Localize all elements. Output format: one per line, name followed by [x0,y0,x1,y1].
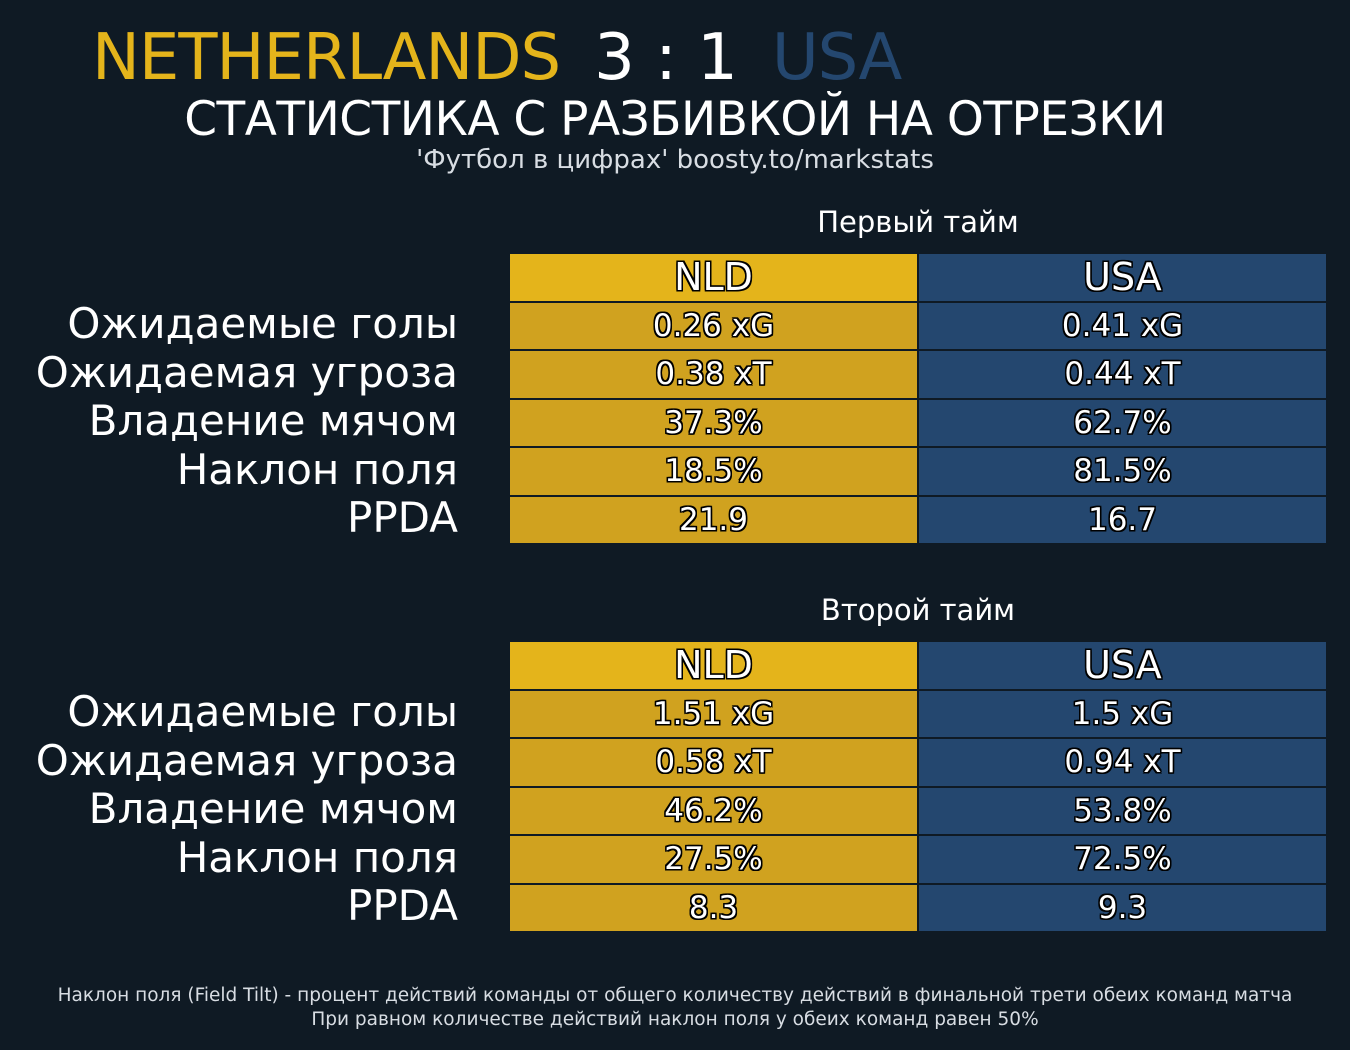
second-half-table: NLD USA 1.51 xG 1.5 xG 0.58 xT 0.94 xT 4… [509,641,1327,932]
table-header-row: NLD USA [509,253,1327,302]
page-subtitle: СТАТИСТИКА С РАЗБИВКОЙ НА ОТРЕЗКИ [184,92,1166,147]
row-label: Ожидаемые голы [67,687,458,736]
table-row: 27.5% 72.5% [509,835,1327,884]
table-row: 21.9 16.7 [509,495,1327,544]
row-label: Наклон поля [176,832,458,882]
home-team-name: NETHERLANDS [92,21,561,95]
table-row: 37.3% 62.7% [509,398,1327,447]
column-header-usa: USA [918,641,1327,690]
away-team-name: USA [771,21,902,95]
row-label: Ожидаемые голы [67,299,458,348]
nld-value-cell: 0.38 xT [509,350,918,399]
table-row: 1.51 xG 1.5 xG [509,689,1327,738]
nld-value-cell: 37.3% [509,398,918,447]
usa-value-cell: 72.5% [918,835,1327,884]
row-label: Владение мячом [88,784,458,833]
second-half-row-labels: Ожидаемые голы Ожидаемая угроза Владение… [0,687,458,931]
match-header: NETHERLANDS 3 : 1 USA [92,21,902,95]
table-header-row: NLD USA [509,641,1327,690]
first-half-title: Первый тайм [817,205,1019,239]
row-label: Ожидаемая угроза [35,735,458,785]
nld-value-cell: 8.3 [509,883,918,932]
usa-value-cell: 81.5% [918,447,1327,496]
column-header-nld: NLD [509,253,918,302]
table-row: 18.5% 81.5% [509,447,1327,496]
usa-value-cell: 0.41 xG [918,301,1327,350]
row-label: Ожидаемая угроза [35,347,458,397]
nld-value-cell: 27.5% [509,835,918,884]
usa-value-cell: 1.5 xG [918,689,1327,738]
usa-value-cell: 0.44 xT [918,350,1327,399]
row-label: Владение мячом [88,396,458,445]
second-half-title: Второй тайм [820,593,1016,627]
match-score: 3 : 1 [594,21,738,95]
table-row: 0.58 xT 0.94 xT [509,738,1327,787]
usa-value-cell: 9.3 [918,883,1327,932]
usa-value-cell: 62.7% [918,398,1327,447]
nld-value-cell: 0.58 xT [509,738,918,787]
credit-line: 'Футбол в цифрах' boosty.to/markstats [416,145,934,175]
first-half-row-labels: Ожидаемые голы Ожидаемая угроза Владение… [0,299,458,543]
usa-value-cell: 53.8% [918,786,1327,835]
usa-value-cell: 0.94 xT [918,738,1327,787]
footnote-line-1: Наклон поля (Field Tilt) - процент дейст… [57,985,1293,1006]
table-row: 46.2% 53.8% [509,786,1327,835]
first-half-table: NLD USA 0.26 xG 0.41 xG 0.38 xT 0.44 xT … [509,253,1327,544]
column-header-nld: NLD [509,641,918,690]
usa-value-cell: 16.7 [918,495,1327,544]
table-row: 8.3 9.3 [509,883,1327,932]
nld-value-cell: 21.9 [509,495,918,544]
table-row: 0.26 xG 0.41 xG [509,301,1327,350]
table-row: 0.38 xT 0.44 xT [509,350,1327,399]
nld-value-cell: 18.5% [509,447,918,496]
footnote-line-2: При равном количестве действий наклон по… [311,1009,1039,1030]
row-label: Наклон поля [176,444,458,494]
row-label: PPDA [347,881,458,930]
nld-value-cell: 1.51 xG [509,689,918,738]
row-label: PPDA [347,493,458,542]
column-header-usa: USA [918,253,1327,302]
nld-value-cell: 46.2% [509,786,918,835]
nld-value-cell: 0.26 xG [509,301,918,350]
